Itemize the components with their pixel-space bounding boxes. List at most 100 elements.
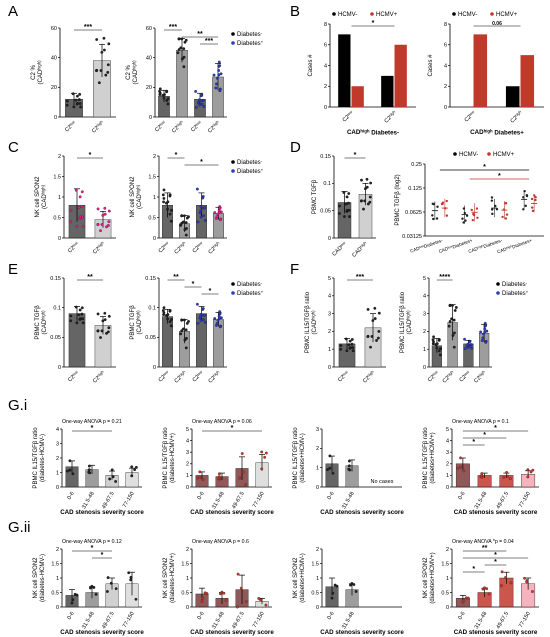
data-point (69, 314, 73, 318)
y-axis-label: NK cell SPON2 (293, 557, 299, 599)
significance-label: * (101, 552, 104, 559)
data-point (166, 317, 169, 321)
y-tick-label: 0.1 (148, 305, 156, 311)
data-point (195, 187, 199, 191)
data-point (75, 593, 79, 597)
data-point (78, 195, 82, 199)
data-point (534, 198, 537, 202)
x-tick-label: 77-150 (122, 611, 136, 629)
data-point (531, 468, 535, 472)
x-tick-label: C2high (509, 110, 524, 125)
y-tick-label: 0.0625 (405, 210, 422, 216)
data-point (479, 330, 483, 334)
data-point (202, 214, 205, 218)
legend-label: Diabetes- (237, 281, 263, 288)
data-point (165, 89, 169, 93)
y-axis-label: (diabetes+HCMV-) (300, 553, 306, 603)
y-tick-label: 0.03125 (402, 234, 422, 240)
data-point (260, 467, 264, 471)
y-axis-label: PBMC TGFβ (log2) (395, 174, 401, 225)
data-point (217, 69, 221, 72)
x-tick-label: C2high (173, 241, 188, 256)
data-point (452, 345, 456, 349)
data-point (345, 349, 349, 353)
data-point (531, 590, 534, 593)
x-tick-label: 49-67.5 (231, 611, 246, 630)
x-tick-label: 77-150 (518, 491, 532, 509)
x-tick-label: C2low (67, 370, 81, 384)
data-point (180, 214, 184, 218)
data-point (78, 102, 82, 105)
data-point (363, 187, 367, 191)
x-tick-label: C2low (67, 241, 81, 255)
y-tick-label: 3 (186, 450, 189, 456)
data-point (347, 343, 351, 347)
panel-label-f: F (290, 261, 300, 278)
chart-title: One-way ANOVA *p = 0.04 (452, 539, 514, 545)
y-axis-label: (diabetes-HCMV-) (40, 434, 46, 482)
y-axis-label: (CADhigh) (37, 60, 44, 85)
y-tick-label: 6 (444, 43, 447, 49)
y-axis-label: PBMC TGFβ (130, 305, 136, 340)
y-tick-label: 1 (328, 347, 331, 353)
chart-gii4: One-way ANOVA *p = 0.04 0 0.5 1 1.5 2 NK cell … (423, 539, 539, 636)
data-point (199, 319, 203, 322)
x-tick-label: 0-6 (457, 611, 466, 621)
data-point (129, 578, 133, 582)
y-axis-label: PBMC IL15/TGFβ ratio (163, 427, 169, 489)
y-tick-label: 2 (423, 329, 426, 335)
bar (520, 55, 535, 107)
data-point (71, 598, 75, 602)
data-point (435, 342, 439, 346)
data-point (352, 583, 356, 586)
data-point (470, 208, 473, 212)
data-point (101, 213, 105, 217)
data-point (103, 318, 107, 322)
data-point (331, 591, 335, 595)
panel-label-d: D (290, 139, 301, 156)
y-tick-label: 0 (58, 236, 61, 242)
bar (505, 86, 520, 107)
data-point (114, 480, 118, 483)
x-tick-label: 31.5-48 (341, 611, 356, 630)
y-axis-label: NK cell SPON2 (130, 176, 136, 218)
data-point (74, 188, 78, 192)
data-point (199, 94, 203, 98)
data-point (74, 98, 78, 102)
data-point (179, 332, 183, 336)
y-tick-label: 40 (146, 55, 152, 61)
data-point (525, 193, 529, 197)
data-point (127, 571, 131, 575)
y-tick-label: 0 (446, 485, 449, 491)
y-tick-label: 2 (324, 84, 327, 90)
data-point (438, 353, 442, 357)
x-tick-label: C2high (207, 370, 222, 385)
y-tick-label: 2 (58, 154, 61, 160)
data-point (196, 220, 200, 224)
data-point (461, 217, 464, 220)
data-point (184, 221, 188, 224)
data-point (448, 304, 452, 308)
bar (473, 34, 488, 107)
data-point (185, 227, 188, 230)
x-tick-label: 0-6 (327, 611, 336, 621)
data-point (431, 214, 434, 217)
data-point (166, 102, 170, 106)
chart-f1: 0 1 2 3 4 5 PBMC IL15/TGFβ ratio (CADhigh) C2low… (305, 274, 386, 385)
data-point (490, 196, 494, 199)
x-tick-label: C2low (191, 241, 205, 255)
data-point (130, 465, 134, 469)
data-point (439, 347, 442, 351)
data-point (466, 596, 470, 600)
y-tick-label: 1 (56, 470, 59, 476)
y-tick-label: 0.125 (408, 186, 422, 192)
data-point (257, 597, 261, 600)
data-point (96, 207, 100, 211)
data-point (71, 472, 75, 476)
data-point (87, 468, 91, 472)
data-point (69, 319, 73, 323)
data-point (217, 211, 221, 214)
data-point (506, 474, 510, 478)
data-point (483, 321, 487, 325)
